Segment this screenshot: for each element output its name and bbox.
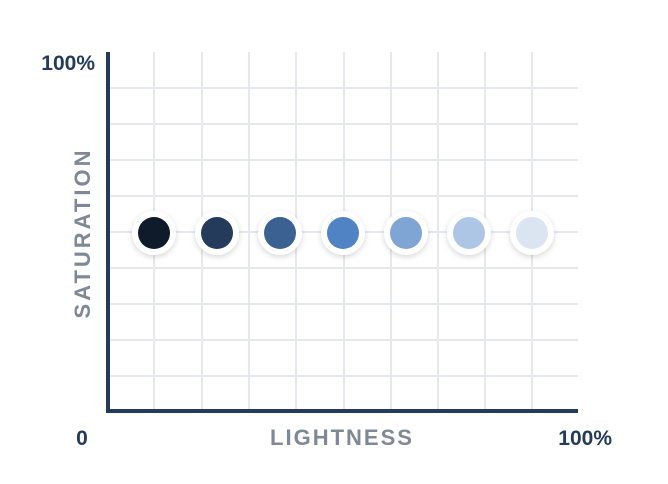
swatch-row [132, 211, 554, 255]
color-swatch [384, 211, 428, 255]
color-swatch [258, 211, 302, 255]
swatch-dot [138, 217, 170, 249]
swatch-dot [516, 217, 548, 249]
color-swatch [195, 211, 239, 255]
color-swatch [321, 211, 365, 255]
color-swatch [510, 211, 554, 255]
swatch-dot [201, 217, 233, 249]
swatch-dot [453, 217, 485, 249]
x-axis-title: LIGHTNESS [270, 425, 414, 450]
y-axis-title: SATURATION [70, 148, 95, 319]
swatch-dot [390, 217, 422, 249]
color-swatch [447, 211, 491, 255]
x-max-label: 100% [558, 427, 612, 450]
color-swatch [132, 211, 176, 255]
y-max-label: 100% [41, 52, 95, 75]
x-min-label: 0 [76, 427, 88, 450]
swatch-dot [327, 217, 359, 249]
swatch-dot [264, 217, 296, 249]
